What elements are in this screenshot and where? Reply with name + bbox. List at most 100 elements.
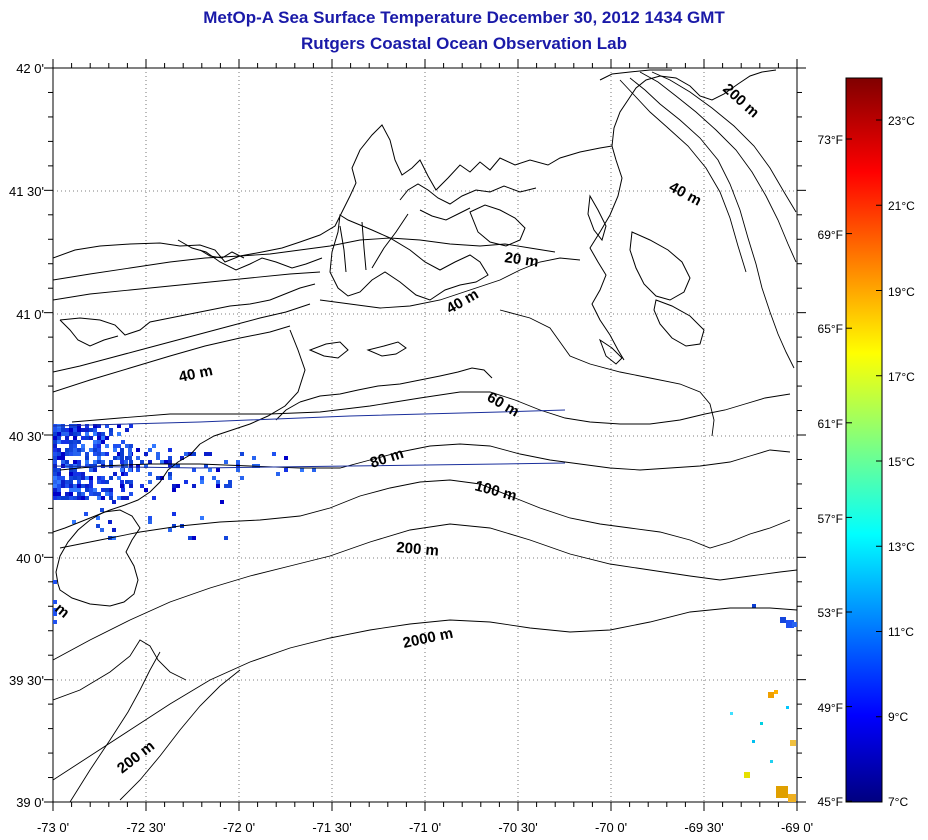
sst-pixel	[65, 480, 69, 484]
sst-pixel	[109, 488, 113, 492]
colorbar-fahrenheit-labels: 73°F 69°F 65°F 61°F 57°F 53°F 49°F 45°F	[818, 133, 843, 809]
lon-label: -71 30'	[312, 820, 351, 835]
sst-pixel	[61, 440, 65, 444]
sst-pixel	[69, 476, 73, 480]
sst-pixel	[156, 456, 160, 460]
sst-pixel	[85, 488, 89, 492]
sst-pixel	[101, 436, 105, 440]
sst-pixel	[57, 448, 61, 452]
sst-pixel	[77, 488, 81, 492]
lat-label: 42 0'	[16, 61, 44, 76]
sst-pixel	[61, 456, 65, 460]
sst-pixel	[148, 448, 152, 452]
map-subtitle: Rutgers Coastal Ocean Observation Lab	[301, 34, 627, 53]
sst-pixel	[129, 460, 133, 464]
sst-pixel	[96, 516, 100, 520]
sst-pixel	[208, 468, 212, 472]
sst-pixel	[101, 496, 105, 500]
sst-pixel	[129, 480, 133, 484]
sst-pixel	[144, 464, 148, 468]
sst-pixel	[105, 436, 109, 440]
sst-pixel	[156, 476, 160, 480]
sst-pixel	[93, 464, 97, 468]
celsius-label: 23°C	[888, 114, 915, 128]
sst-pixel	[117, 496, 121, 500]
sst-pixel	[57, 488, 61, 492]
sst-pixel	[93, 432, 97, 436]
sst-pixel	[105, 424, 109, 428]
celsius-label: 13°C	[888, 540, 915, 554]
sst-pixel	[168, 448, 172, 452]
sst-pixel	[61, 480, 65, 484]
sst-pixel	[148, 480, 152, 484]
sst-pixel	[192, 468, 196, 472]
sst-pixel	[105, 444, 109, 448]
axis-ticks	[44, 59, 806, 811]
sst-pixel	[81, 436, 85, 440]
sst-pixel	[61, 496, 65, 500]
sst-pixel	[73, 472, 77, 476]
sst-pixel	[212, 476, 216, 480]
sst-pixel	[65, 496, 69, 500]
sst-pixel	[786, 706, 789, 709]
celsius-label: 7°C	[888, 795, 908, 809]
sst-pixel	[752, 604, 756, 608]
sst-pixel	[53, 460, 57, 464]
sst-pixel	[121, 464, 125, 468]
sst-pixel	[53, 484, 57, 488]
sst-pixel	[184, 480, 188, 484]
sst-pixel	[224, 484, 228, 488]
sst-pixel	[77, 476, 81, 480]
sst-pixel	[121, 472, 125, 476]
sst-pixel	[85, 484, 89, 488]
sst-pixel	[65, 492, 69, 496]
sst-pixel	[152, 444, 156, 448]
sst-pixel	[93, 424, 97, 428]
lon-label: -69 30'	[684, 820, 723, 835]
sst-pixel	[184, 452, 188, 456]
sst-pixel	[125, 496, 129, 500]
colorbar	[845, 77, 883, 803]
sst-pixel	[192, 484, 196, 488]
sst-pixel	[53, 488, 57, 492]
sst-pixel	[101, 452, 105, 456]
celsius-label: 11°C	[888, 625, 914, 639]
sst-pixel	[93, 448, 97, 452]
sst-pixel	[73, 452, 77, 456]
sst-pixel	[72, 520, 76, 524]
sst-pixel	[188, 452, 192, 456]
map-frame	[52, 67, 798, 803]
sst-pixel	[164, 460, 168, 464]
sst-pixel	[73, 476, 77, 480]
sst-pixel	[73, 460, 77, 464]
sst-pixel	[117, 476, 121, 480]
sst-pixel	[168, 464, 172, 468]
sst-pixel	[100, 528, 104, 532]
celsius-label: 15°C	[888, 455, 915, 469]
sst-pixel	[96, 524, 100, 528]
sst-pixel	[176, 484, 180, 488]
sst-pixel	[53, 432, 57, 436]
sst-pixel	[168, 456, 172, 460]
sst-pixel	[85, 428, 89, 432]
sst-pixel	[81, 448, 85, 452]
sst-pixel	[89, 428, 93, 432]
sst-pixel	[73, 488, 77, 492]
sst-data-pixels	[53, 424, 797, 802]
sst-pixel	[93, 440, 97, 444]
sst-pixel	[85, 436, 89, 440]
bathymetry-contours	[53, 71, 797, 802]
sst-pixel	[53, 496, 57, 500]
sst-pixel	[204, 464, 208, 468]
sst-pixel	[125, 480, 129, 484]
sst-pixel	[101, 440, 105, 444]
sst-pixel	[792, 622, 797, 627]
fahrenheit-label: 73°F	[818, 133, 843, 147]
sst-pixel	[65, 452, 69, 456]
sst-pixel	[172, 484, 176, 488]
celsius-label: 19°C	[888, 285, 915, 299]
sst-pixel	[312, 468, 316, 472]
lat-label: 41 0'	[16, 307, 44, 322]
sst-pixel	[109, 460, 113, 464]
sst-pixel	[61, 432, 65, 436]
